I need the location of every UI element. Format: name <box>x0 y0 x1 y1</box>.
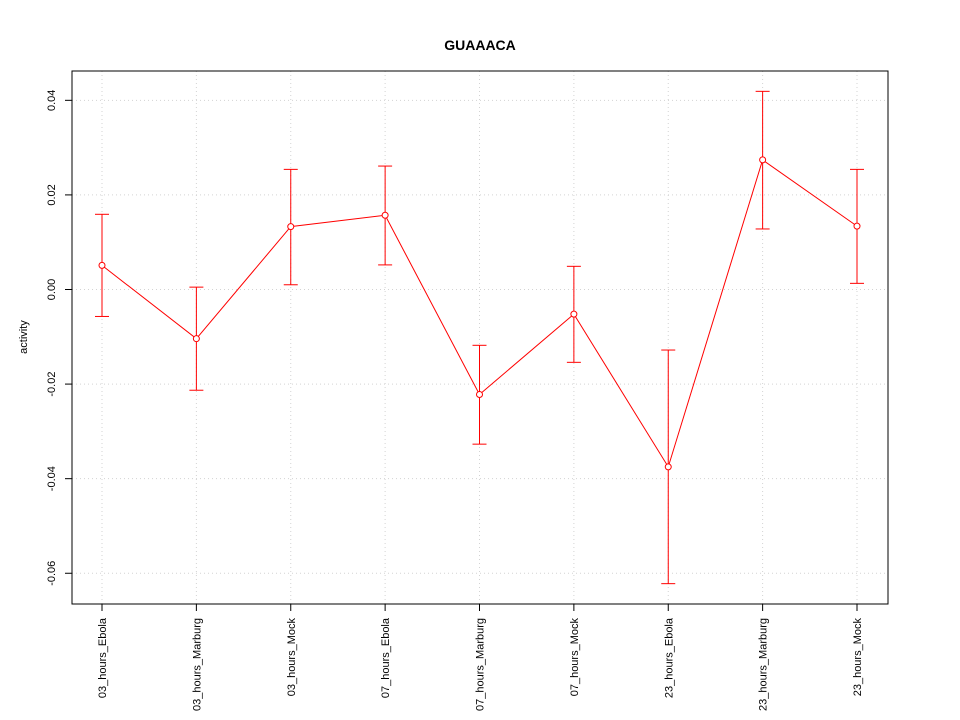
x-tick-label: 23_hours_Marburg <box>758 618 770 711</box>
y-tick-label: 0.00 <box>46 279 58 300</box>
y-axis: -0.06 -0.04 -0.02 0.00 0.02 0.04 <box>46 90 72 586</box>
x-tick-label: 03_hours_Mock <box>286 618 298 697</box>
y-tick-label: 0.04 <box>46 90 58 111</box>
data-point <box>192 335 200 343</box>
data-point <box>759 156 767 164</box>
x-tick-label: 23_hours_Mock <box>852 618 864 697</box>
error-bars <box>95 90 864 585</box>
y-tick-label: -0.02 <box>46 372 58 397</box>
x-tick-label: 07_hours_Mock <box>569 618 581 697</box>
data-point <box>570 310 578 318</box>
y-tick-label: 0.02 <box>46 184 58 205</box>
x-tick-label: 03_hours_Marburg <box>191 618 203 711</box>
data-points <box>98 156 861 471</box>
y-tick-label: -0.06 <box>46 561 58 586</box>
data-point <box>287 223 295 231</box>
x-axis: 03_hours_Ebola 03_hours_Marburg 03_hours_M… <box>97 604 864 711</box>
y-tick-label: -0.04 <box>46 466 58 491</box>
data-point <box>98 261 106 269</box>
data-point <box>853 222 861 230</box>
x-tick-label: 03_hours_Ebola <box>97 617 109 698</box>
data-point <box>664 463 672 471</box>
chart-title: GUAAACA <box>444 37 516 53</box>
y-axis-label: activity <box>18 320 30 354</box>
data-point <box>476 390 483 398</box>
x-tick-label: 23_hours_Ebola <box>663 617 675 698</box>
x-tick-label: 07_hours_Marburg <box>475 618 487 711</box>
data-point <box>381 211 389 219</box>
x-tick-label: 07_hours_Ebola <box>380 617 392 698</box>
